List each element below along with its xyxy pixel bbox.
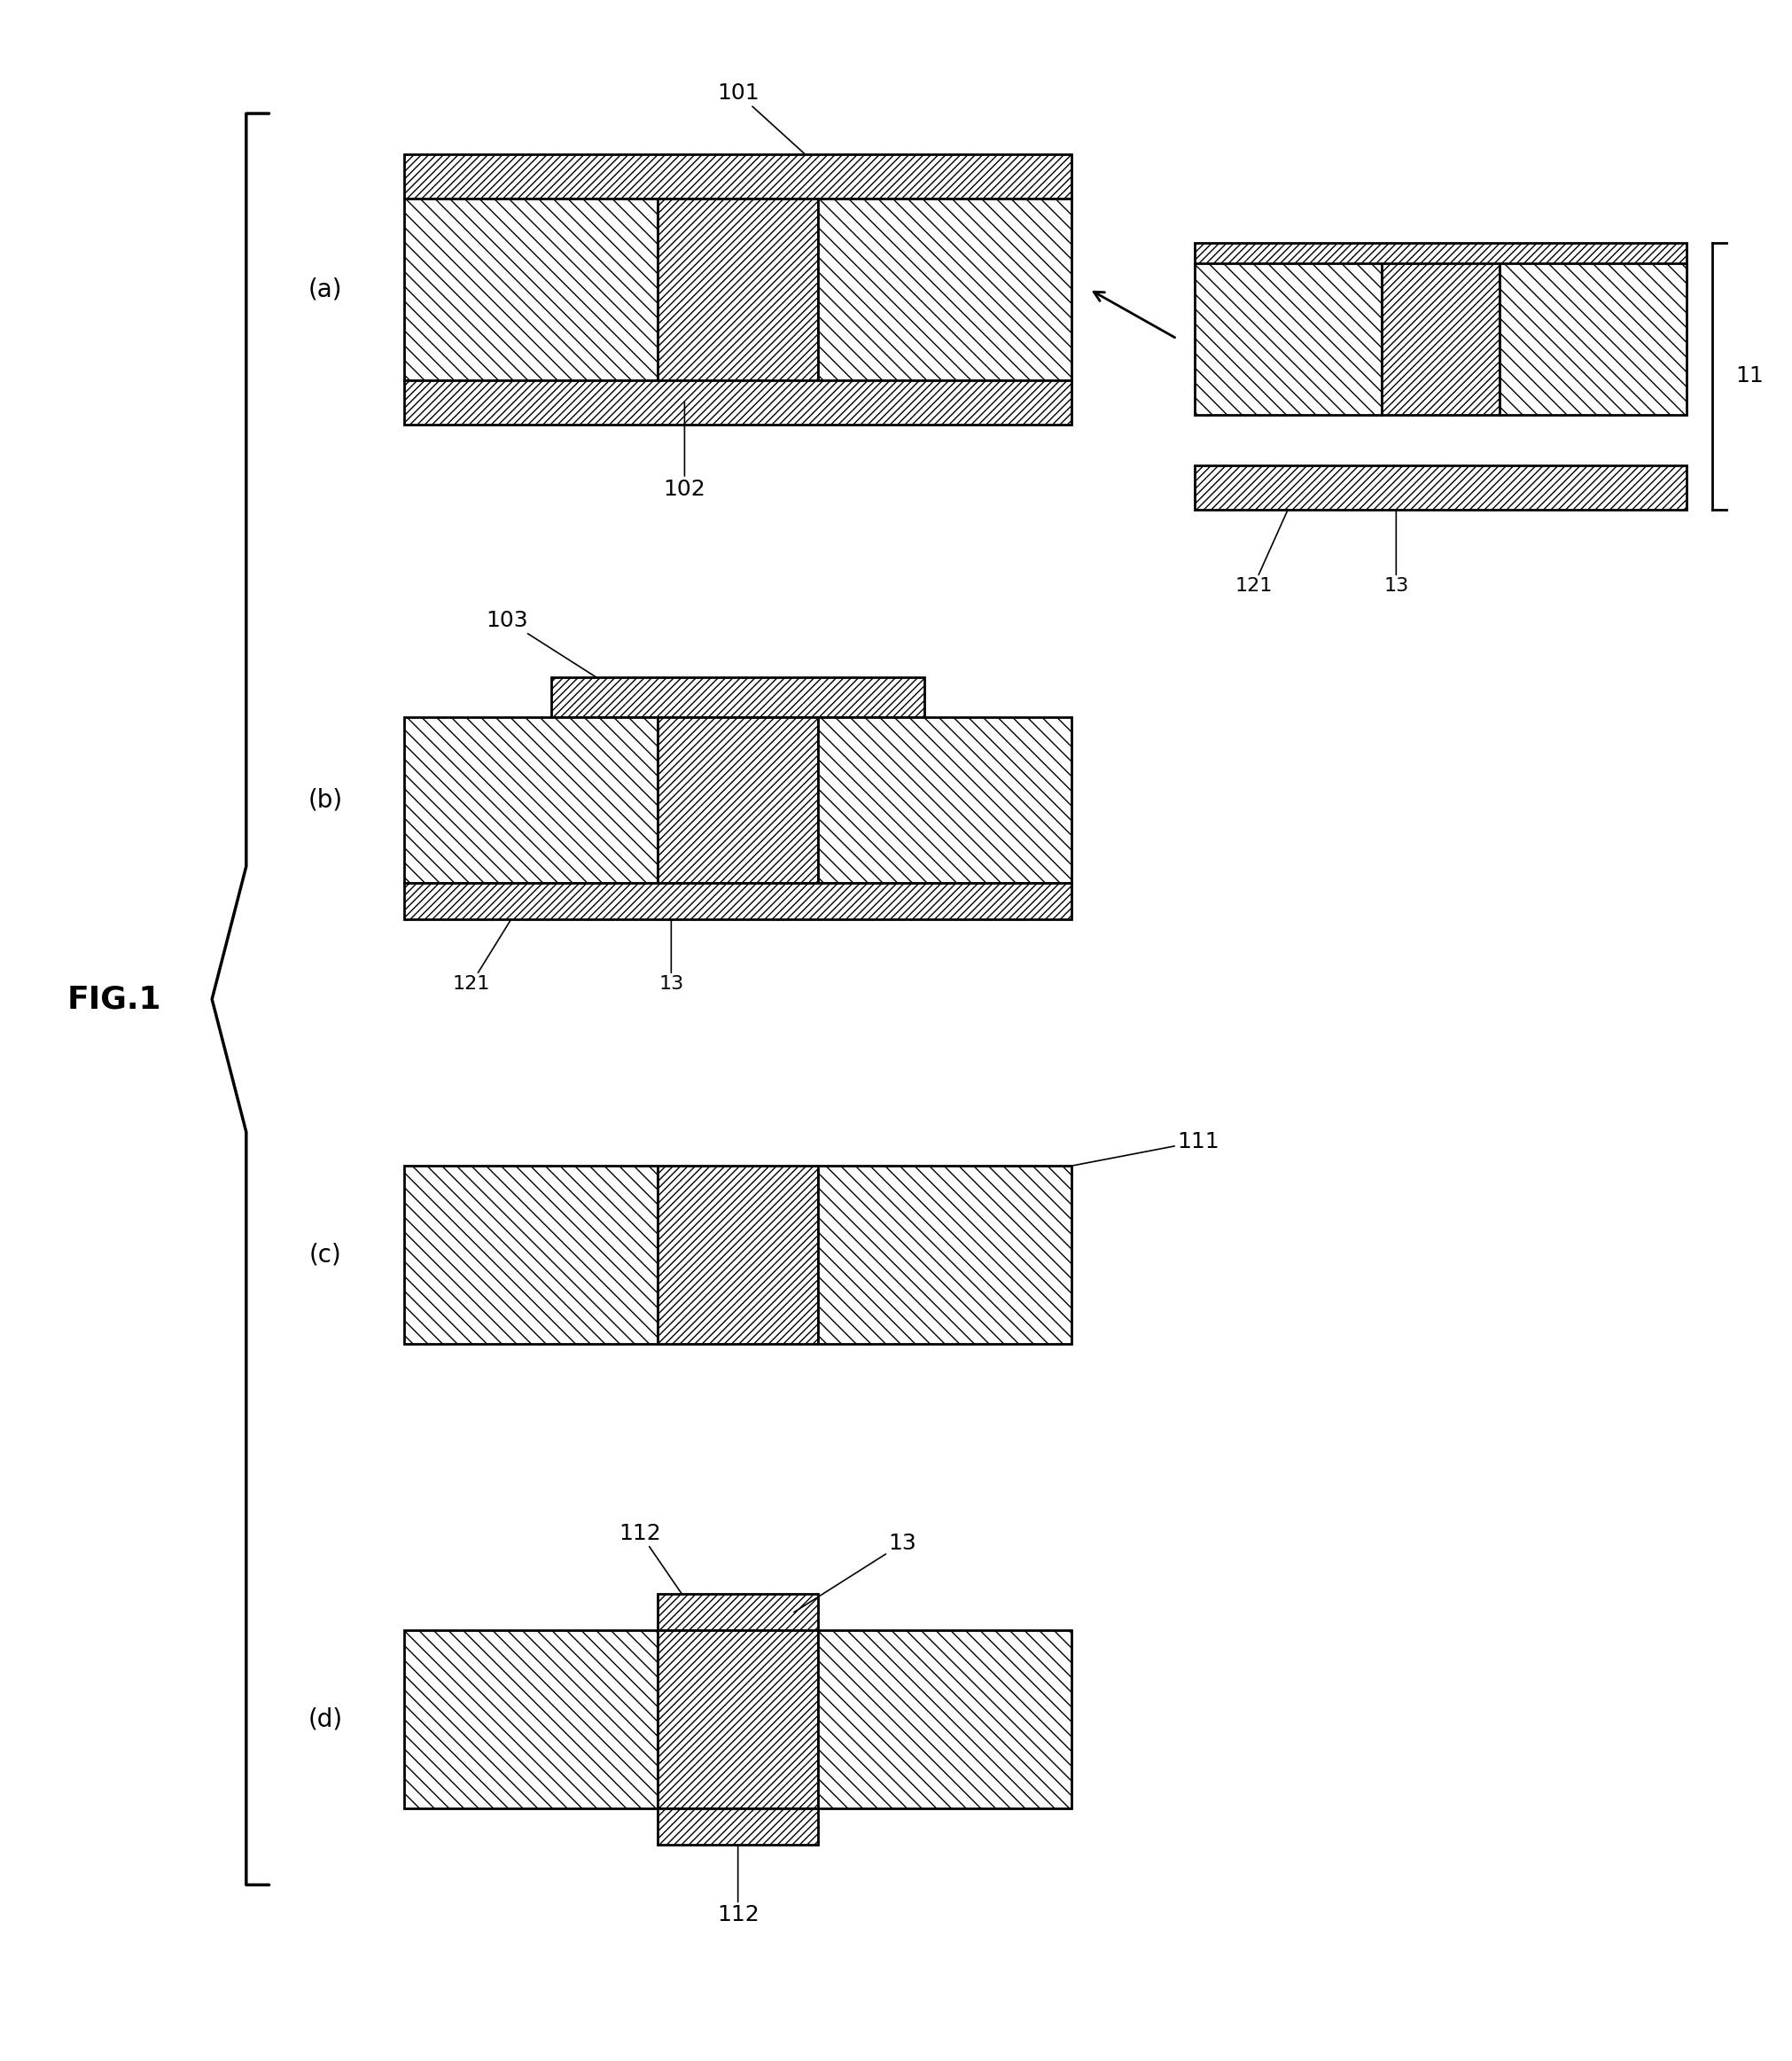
Bar [405,1167,658,1344]
Text: 13: 13 [794,1533,916,1612]
Text: 101: 101 [717,82,805,155]
Bar [658,198,817,379]
Text: 102: 102 [663,402,706,501]
Text: FIG.1: FIG.1 [68,983,161,1014]
Bar [552,676,925,717]
Text: 13: 13 [659,919,685,993]
Text: 103: 103 [486,610,597,676]
Bar [817,717,1072,882]
Bar [405,155,1072,198]
Text: 11: 11 [1735,365,1763,387]
Text: 111: 111 [1072,1131,1219,1167]
Text: (d): (d) [308,1707,342,1731]
Bar [658,1593,817,1630]
Bar [405,379,1072,425]
Text: (a): (a) [308,276,342,301]
Bar [405,1630,658,1807]
Text: 112: 112 [620,1523,683,1593]
Bar [1500,264,1686,414]
Bar [817,198,1072,379]
Text: 112: 112 [717,1845,760,1925]
Bar [817,1167,1072,1344]
Bar [658,717,817,882]
Text: (b): (b) [308,787,342,812]
Text: (c): (c) [308,1243,342,1268]
Bar [817,1630,1072,1807]
Bar [1382,264,1500,414]
Text: 13: 13 [1383,509,1409,596]
Bar [1195,466,1686,509]
Bar [1195,264,1382,414]
Bar [405,198,658,379]
Bar [1195,243,1686,286]
Text: 121: 121 [1235,509,1288,596]
Text: 121: 121 [452,919,511,993]
Bar [658,1630,817,1807]
Bar [658,1807,817,1845]
Bar [658,1167,817,1344]
Bar [405,717,658,882]
Bar [405,882,1072,919]
